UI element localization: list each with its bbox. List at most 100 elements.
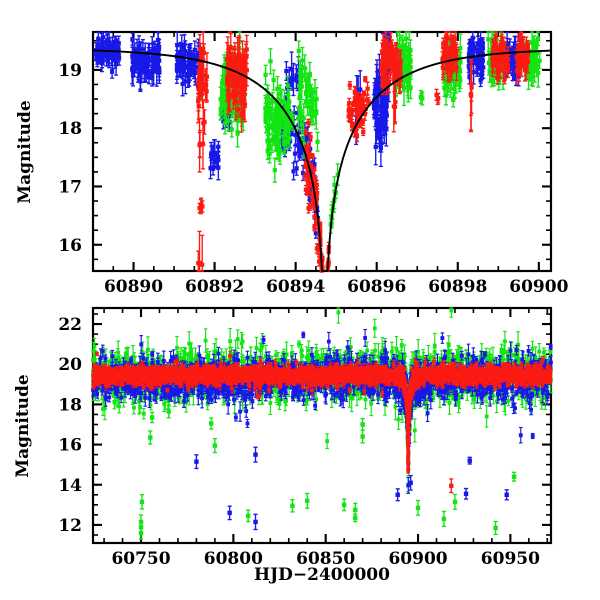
data-point [114, 42, 118, 46]
data-point [297, 49, 301, 53]
y-tick-label: 17 [58, 177, 82, 197]
data-point [379, 146, 383, 150]
data-point [237, 53, 241, 57]
data-point [307, 84, 311, 88]
data-point [306, 121, 310, 125]
data-point [157, 71, 161, 75]
data-point [130, 37, 134, 41]
data-point [300, 123, 304, 127]
data-point [403, 48, 407, 52]
data-point [315, 191, 319, 195]
data-point [376, 125, 380, 129]
data-point [480, 66, 484, 70]
data-point [243, 87, 247, 91]
data-point [374, 145, 378, 149]
data-point [238, 80, 242, 84]
data-point [404, 36, 408, 40]
data-point [200, 204, 204, 208]
data-point [200, 263, 204, 267]
data-point [202, 51, 206, 55]
data-point [226, 55, 230, 59]
data-point [486, 37, 490, 41]
data-point [220, 81, 224, 85]
data-point [96, 37, 100, 41]
x-tick-label: 60894 [266, 277, 325, 297]
data-point [183, 49, 187, 53]
data-point [406, 79, 410, 83]
data-point [276, 142, 280, 146]
data-point [263, 106, 267, 110]
x-tick-label: 60892 [185, 277, 244, 297]
data-point [100, 45, 104, 49]
data-point [211, 150, 215, 154]
data-point [312, 215, 316, 219]
data-point [109, 56, 113, 60]
data-point [150, 76, 154, 80]
data-point [313, 109, 317, 113]
y-tick-label: 19 [58, 61, 82, 81]
data-point [200, 71, 204, 75]
data-point [380, 127, 384, 131]
data-point [196, 99, 200, 103]
data-point [285, 140, 289, 144]
y-tick-label: 18 [58, 119, 82, 139]
data-point [298, 149, 302, 153]
data-point [286, 84, 290, 88]
data-point [287, 136, 291, 140]
x-tick-label: 60898 [428, 277, 487, 297]
data-point [303, 174, 307, 178]
data-point [110, 70, 114, 74]
data-point [313, 90, 317, 94]
data-point [451, 98, 455, 102]
data-point [95, 58, 99, 62]
data-point [538, 59, 542, 63]
data-point [457, 75, 461, 79]
data-point [398, 45, 402, 49]
data-point [268, 59, 272, 63]
data-point [275, 87, 279, 91]
data-point [442, 86, 446, 90]
data-point [154, 57, 158, 61]
data-point [304, 99, 308, 103]
data-point [267, 111, 271, 115]
data-point [220, 101, 224, 105]
data-point [230, 127, 234, 131]
data-point [101, 57, 105, 61]
data-point [479, 78, 483, 82]
data-point [272, 78, 276, 82]
data-point [420, 96, 424, 100]
data-point [308, 205, 312, 209]
x-tick-label: 60896 [347, 277, 406, 297]
data-point [308, 135, 312, 139]
data-point [202, 120, 206, 124]
data-point [305, 191, 309, 195]
data-point [535, 69, 539, 73]
data-point [309, 108, 313, 112]
data-point [312, 226, 316, 230]
data-point [273, 168, 277, 172]
data-point [131, 62, 135, 66]
data-point [211, 167, 215, 171]
data-point [242, 62, 246, 66]
data-point [245, 68, 249, 72]
x-tick-label: 60890 [104, 277, 163, 297]
data-point [235, 131, 239, 135]
data-point [358, 87, 362, 91]
data-point [187, 70, 191, 74]
data-point [265, 139, 269, 143]
data-point [226, 94, 230, 98]
data-point [274, 110, 278, 114]
data-point [304, 130, 308, 134]
data-point [138, 73, 142, 77]
data-point [298, 93, 302, 97]
data-point [284, 69, 288, 73]
data-point [275, 126, 279, 130]
y-tick-label: 16 [58, 236, 82, 256]
data-point [106, 41, 110, 45]
data-point [291, 77, 295, 81]
data-point [263, 73, 267, 77]
data-point [383, 101, 387, 105]
data-point [191, 60, 195, 64]
